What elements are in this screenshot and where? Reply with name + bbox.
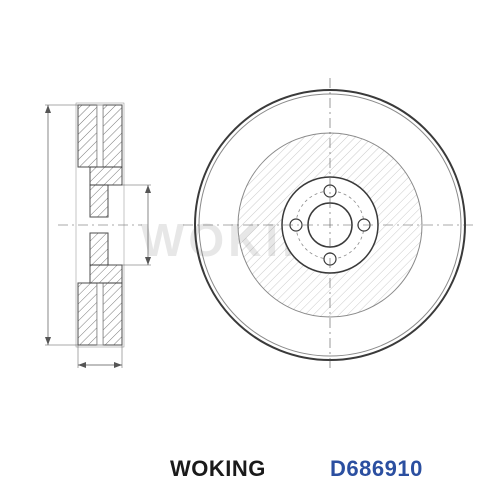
diagram-canvas <box>0 0 500 500</box>
part-number-label: D686910 <box>330 456 423 482</box>
brand-label: WOKING <box>170 456 266 482</box>
front-view-group <box>183 78 477 372</box>
side-view-group <box>45 103 151 368</box>
